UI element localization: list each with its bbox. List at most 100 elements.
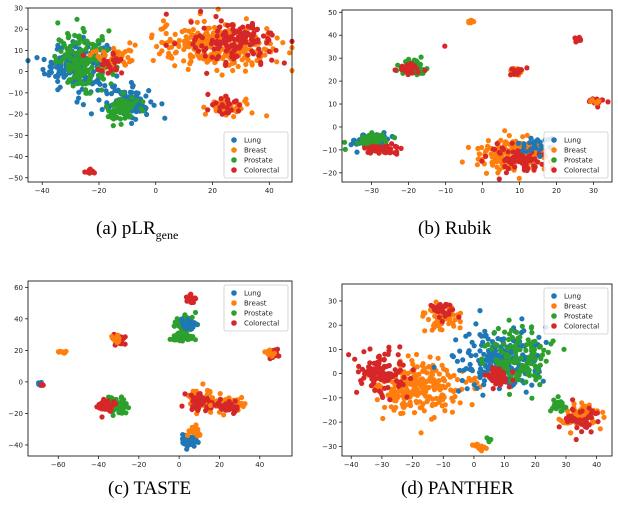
point-lung <box>76 95 82 101</box>
point-colorectal <box>273 47 279 53</box>
point-breast <box>432 320 438 327</box>
point-prostate <box>510 358 517 364</box>
point-breast <box>469 377 475 383</box>
point-colorectal <box>87 170 93 176</box>
point-breast <box>431 387 437 393</box>
point-colorectal <box>214 28 221 34</box>
point-colorectal <box>496 176 502 182</box>
point-colorectal <box>447 302 453 308</box>
point-breast <box>193 422 199 428</box>
point-breast <box>441 366 447 372</box>
point-prostate <box>81 29 87 35</box>
point-colorectal <box>225 99 231 105</box>
y-tick-label: 20 <box>328 78 337 86</box>
point-colorectal <box>202 53 208 59</box>
point-prostate <box>118 121 124 127</box>
point-breast <box>132 42 138 48</box>
point-colorectal <box>107 408 113 414</box>
point-prostate <box>541 347 547 353</box>
x-tick-label: −60 <box>51 461 66 469</box>
point-prostate <box>121 405 127 411</box>
point-colorectal <box>274 346 281 352</box>
point-colorectal <box>387 397 393 403</box>
point-prostate <box>365 133 372 139</box>
point-prostate <box>545 349 551 355</box>
legend-label-colorectal: Colorectal <box>244 167 279 175</box>
point-prostate <box>543 358 549 364</box>
point-breast <box>433 395 439 401</box>
point-colorectal <box>216 402 223 408</box>
x-tick-label: −30 <box>374 461 389 469</box>
point-prostate <box>65 79 71 85</box>
point-lung <box>454 358 460 364</box>
point-colorectal <box>249 22 256 28</box>
point-colorectal <box>359 366 366 372</box>
point-breast <box>128 48 134 54</box>
legend-label-breast: Breast <box>564 303 587 311</box>
y-tick-label: 20 <box>14 347 23 355</box>
point-prostate <box>517 334 523 340</box>
x-tick-label: −10 <box>438 187 453 195</box>
point-colorectal <box>586 405 592 411</box>
point-colorectal <box>381 356 387 363</box>
point-lung <box>54 64 60 70</box>
point-prostate <box>526 371 532 377</box>
point-colorectal <box>388 146 394 152</box>
point-lung <box>114 88 120 94</box>
point-lung <box>473 352 479 358</box>
point-prostate <box>104 47 110 53</box>
point-breast <box>412 377 418 384</box>
point-colorectal <box>281 60 287 66</box>
point-colorectal <box>510 154 516 160</box>
point-breast <box>226 395 232 401</box>
point-prostate <box>496 359 503 365</box>
point-prostate <box>482 343 488 349</box>
y-tick-label: −10 <box>8 89 23 97</box>
point-breast <box>452 317 458 323</box>
point-prostate <box>68 48 74 54</box>
point-colorectal <box>376 366 382 372</box>
point-breast <box>448 374 454 380</box>
point-breast <box>214 67 220 73</box>
point-prostate <box>88 72 94 78</box>
point-prostate <box>72 32 78 39</box>
point-colorectal <box>570 407 576 413</box>
point-prostate <box>374 139 380 145</box>
point-prostate <box>60 56 66 62</box>
point-colorectal <box>223 62 229 68</box>
point-lung <box>80 102 86 108</box>
point-colorectal <box>573 436 579 443</box>
point-prostate <box>501 341 507 347</box>
point-lung <box>474 385 480 391</box>
point-prostate <box>417 61 424 67</box>
point-prostate <box>503 354 510 360</box>
point-colorectal <box>362 145 368 151</box>
point-colorectal <box>398 145 404 151</box>
point-colorectal <box>184 298 190 304</box>
point-breast <box>194 19 200 25</box>
point-colorectal <box>519 154 526 160</box>
point-lung <box>88 111 94 117</box>
point-colorectal <box>163 42 169 48</box>
point-lung <box>464 386 470 392</box>
point-prostate <box>95 38 101 44</box>
point-colorectal <box>563 415 569 422</box>
point-colorectal <box>446 308 453 314</box>
point-breast <box>454 377 461 383</box>
point-prostate <box>533 377 539 383</box>
point-breast <box>411 410 418 416</box>
point-breast <box>437 326 443 332</box>
point-lung <box>104 100 110 106</box>
point-breast <box>116 49 122 55</box>
point-breast <box>231 114 237 120</box>
point-breast <box>388 404 394 410</box>
point-breast <box>422 328 428 334</box>
point-breast <box>468 20 474 26</box>
point-lung <box>55 42 61 49</box>
point-colorectal <box>519 160 525 166</box>
point-breast <box>184 432 191 438</box>
point-colorectal <box>401 374 407 381</box>
point-prostate <box>391 135 398 141</box>
point-prostate <box>74 16 80 22</box>
point-prostate <box>69 55 75 61</box>
